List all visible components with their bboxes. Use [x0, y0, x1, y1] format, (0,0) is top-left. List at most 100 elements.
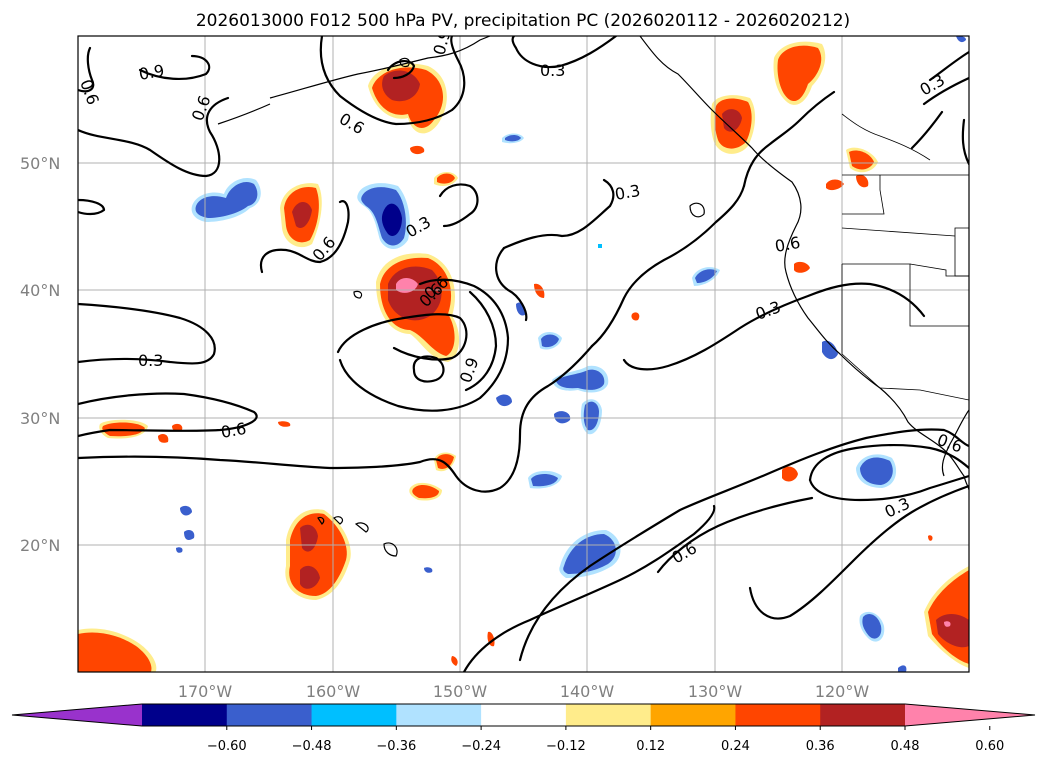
- plot-title: 2026013000 F012 500 hPa PV, precipitatio…: [196, 11, 850, 31]
- colorbar-tick-label: 0.60: [975, 739, 1004, 754]
- contour-label: 0.6: [669, 538, 701, 567]
- pv-contour: [78, 344, 594, 493]
- precip-positive-area: [382, 70, 420, 102]
- precip-negative-area: [898, 665, 907, 672]
- colorbar-tick-label: −0.12: [546, 739, 586, 754]
- north-america-coastline: [639, 36, 969, 491]
- colorbar-tick-label: 0.24: [721, 739, 750, 754]
- colorbar-tick-label: 0.12: [636, 739, 665, 754]
- pv-contours: [78, 36, 969, 672]
- contour-label: 0.9: [137, 61, 165, 84]
- pv-contour: [412, 355, 445, 383]
- precip-positive-area: [396, 278, 418, 293]
- pv-contour: [622, 282, 926, 371]
- colorbar-tick-label: 0.48: [891, 739, 920, 754]
- precip-positive-area: [436, 454, 454, 469]
- colorbar-bin: [311, 704, 397, 726]
- precip-positive-area: [78, 632, 152, 672]
- colorbar-tick-label: 0.36: [806, 739, 835, 754]
- precip-negative-area: [180, 505, 192, 516]
- gridlines: [78, 36, 969, 672]
- precip-positive-area: [172, 423, 183, 432]
- precip-negative-area: [176, 547, 183, 553]
- pv-contour: [338, 278, 510, 412]
- pv-contour: [922, 76, 969, 106]
- contour-label: 0.3: [613, 181, 641, 204]
- precip-positive-area: [158, 434, 169, 443]
- precip-positive-area: [410, 145, 425, 155]
- pv-contour: [138, 54, 211, 81]
- precip-positive-area: [412, 485, 439, 499]
- pv-contour: [78, 302, 216, 365]
- contour-label: 0.6: [773, 233, 801, 256]
- pv-contour: [495, 246, 528, 322]
- latitude-labels: 50°N 40°N 30°N 20°N: [20, 154, 60, 555]
- precip-negative-area: [195, 181, 258, 218]
- precip-positive-area: [451, 656, 458, 666]
- contour-label: 0.6: [76, 77, 103, 107]
- contour-label: 0.6: [219, 419, 247, 442]
- latitude-label: 40°N: [20, 281, 60, 300]
- precip-positive-area: [782, 466, 798, 482]
- pv-contour: [319, 36, 466, 126]
- precip-positive-area: [437, 173, 455, 184]
- precip-positive-area: [777, 45, 822, 102]
- pv-contour: [656, 496, 814, 574]
- alaska-canada-border: [841, 113, 931, 161]
- longitude-label: 120°W: [815, 682, 870, 701]
- map-frame: [77, 35, 970, 673]
- small-island: [353, 290, 363, 299]
- precip-negative-area: [424, 567, 433, 573]
- contour-label: 0.3: [917, 70, 949, 99]
- colorbar-bin: [396, 704, 482, 726]
- pv-contour: [590, 184, 746, 348]
- colorbar-bin: [735, 704, 821, 726]
- small-island: [399, 57, 410, 68]
- colorbar-outline: [11, 703, 1036, 727]
- pv-contour: [78, 198, 106, 216]
- colorbar-bin: [481, 704, 567, 726]
- pv-contour: [438, 183, 479, 228]
- precip-negative-area: [956, 36, 966, 43]
- pv-contour: [928, 50, 969, 82]
- pv-contour: [961, 118, 969, 166]
- precip-negative-area: [541, 334, 559, 348]
- contour-label: 0.6: [336, 109, 368, 138]
- colorbar-tick-label: −0.60: [207, 739, 247, 754]
- colorbar-bin: [565, 704, 652, 726]
- precip-negative-area: [862, 614, 882, 639]
- pv-contour: [78, 46, 95, 93]
- precip-negative-area: [505, 135, 521, 142]
- pv-contour: [910, 110, 944, 150]
- pv-contour: [78, 96, 230, 178]
- colorbar-bin: [142, 704, 228, 726]
- precip-negative-area: [563, 534, 616, 574]
- pv-contour: [78, 392, 258, 438]
- colorbar: −0.60 −0.48 −0.36 −0.24 −0.12 0.12 0.24 0.36 0.4…: [11, 703, 1036, 754]
- colorbar-tick-label: −0.48: [292, 739, 332, 754]
- pv-contour: [808, 443, 969, 482]
- latitude-label: 30°N: [20, 409, 60, 428]
- precip-negative-area: [531, 473, 558, 487]
- contour-label: 0.3: [753, 297, 783, 324]
- longitude-label: 160°W: [306, 682, 361, 701]
- contour-label: 0.3: [540, 61, 565, 80]
- small-island: [689, 202, 705, 218]
- pv-contour: [742, 90, 836, 188]
- colorbar-min-extension: [12, 704, 142, 726]
- map-panel: 0.9 0.6 0.6 0.9 0.6 0.3 0.3 0.3 0.6 0.6 …: [76, 36, 969, 672]
- state-border: [909, 263, 969, 277]
- precip-negative-area: [583, 401, 599, 431]
- precip-negative-area: [598, 244, 602, 248]
- precip-positive-area: [826, 179, 844, 191]
- precip-positive-area: [278, 421, 291, 427]
- precip-positive-area: [631, 312, 640, 321]
- precip-negative-area: [695, 269, 717, 283]
- precip-negative-area: [556, 369, 605, 390]
- precip-positive-area: [849, 150, 874, 170]
- state-border: [841, 264, 881, 389]
- colorbar-bin: [226, 704, 313, 726]
- pv-contour: [464, 290, 498, 392]
- precip-negative-area: [496, 394, 512, 407]
- pv-contour-labels: 0.9 0.6 0.6 0.9 0.6 0.3 0.3 0.3 0.6 0.6 …: [76, 36, 965, 567]
